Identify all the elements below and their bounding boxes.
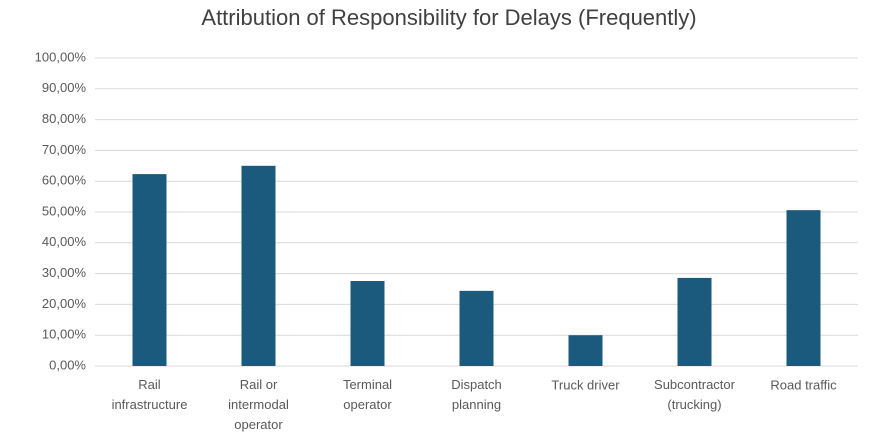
x-tick-label: Road traffic [770, 377, 837, 392]
y-tick-label: 90,00% [42, 80, 87, 95]
bar [786, 210, 821, 366]
y-tick-label: 60,00% [42, 173, 87, 188]
y-tick-label: 40,00% [42, 234, 87, 249]
bar [350, 280, 385, 366]
bar [677, 277, 712, 366]
bar [459, 290, 494, 366]
bar [241, 165, 276, 366]
x-tick-label: Dispatch planning [451, 377, 502, 412]
y-tick-label: 70,00% [42, 142, 87, 157]
x-tick-label: Terminal operator [343, 377, 392, 412]
x-tick-label: Rail infrastructure [112, 377, 188, 412]
y-tick-label: 20,00% [42, 296, 87, 311]
y-tick-label: 50,00% [42, 203, 87, 218]
y-tick-label: 30,00% [42, 265, 87, 280]
chart-title: Attribution of Responsibility for Delays… [201, 5, 696, 30]
y-tick-label: 100,00% [35, 49, 87, 64]
y-tick-label: 0,00% [49, 357, 86, 372]
x-tick-label: Subcontractor (trucking) [654, 377, 736, 412]
bar [568, 335, 603, 366]
bar [132, 174, 167, 366]
x-tick-label: Rail or intermodal operator [228, 377, 289, 432]
y-tick-label: 10,00% [42, 327, 87, 342]
y-tick-label: 80,00% [42, 111, 87, 126]
x-tick-label: Truck driver [551, 377, 620, 392]
